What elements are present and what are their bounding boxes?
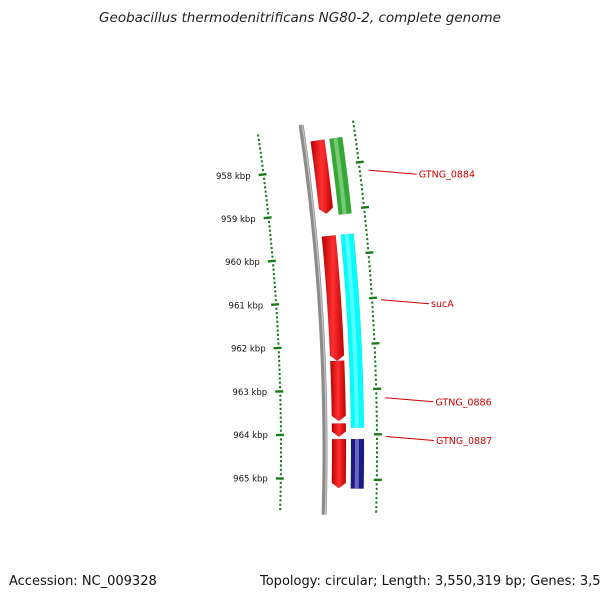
reverse-gene-arrow-7[interactable] [350, 438, 365, 489]
outer-major-tick [365, 251, 374, 255]
label-leader-line [385, 436, 435, 442]
forward-gene-arrow-2[interactable] [329, 360, 346, 422]
gene-label-1[interactable]: sucA [431, 299, 454, 310]
tick-layer: 958 kbp 959 kbp 960 kbp 961 kbp 962 kbp 963 k… [216, 120, 382, 513]
major-tick [267, 259, 276, 263]
reverse-gene-shade-7 [354, 438, 359, 489]
label-leader-line [368, 169, 417, 175]
outer-major-tick [360, 205, 370, 209]
tick-label-1: 959 kbp [221, 215, 256, 225]
gene-label-3[interactable]: GTNG_0887 [436, 436, 492, 447]
forward-gene-arrow-3[interactable] [331, 423, 347, 438]
label-leader-line [381, 299, 430, 305]
genome-summary-text: Topology: circular; Length: 3,550,319 bp… [257, 574, 600, 589]
feature-layer [310, 136, 365, 489]
major-tick [271, 303, 280, 306]
backbone-line [298, 124, 328, 515]
outer-major-tick [355, 160, 364, 164]
accession-text: Accession: NC_009328 [9, 574, 157, 589]
label-leader-line [385, 397, 434, 403]
tick-label-6: 964 kbp [233, 431, 268, 441]
backbone-highlight [301, 124, 327, 515]
forward-gene-arrow-4[interactable] [331, 438, 347, 489]
backbone-layer [298, 124, 328, 515]
reverse-gene-shade-6 [344, 234, 359, 428]
major-tick [263, 216, 272, 220]
tick-label-0: 958 kbp [216, 172, 251, 182]
outer-major-tick [368, 296, 377, 300]
tick-label-3: 961 kbp [229, 301, 264, 311]
gene-label-layer: GTNG_0884 sucA GTNG_0886 GTNG_0887 [368, 169, 492, 447]
gene-label-2[interactable]: GTNG_0886 [435, 397, 491, 408]
gene-label-0[interactable]: GTNG_0884 [419, 170, 475, 181]
map-title: Geobacillus thermodenitrificans NG80-2, … [99, 10, 501, 26]
reverse-gene-shade-5 [333, 137, 347, 215]
tick-label-2: 960 kbp [225, 258, 260, 268]
major-tick [258, 172, 267, 177]
forward-gene-arrow-1[interactable] [321, 235, 345, 362]
tick-label-7: 965 kbp [233, 474, 268, 484]
tick-label-4: 962 kbp [231, 345, 266, 355]
forward-gene-arrow-0[interactable] [310, 139, 334, 215]
tick-label-5: 963 kbp [233, 388, 268, 398]
reverse-gene-arrow-5[interactable] [329, 136, 352, 215]
reverse-gene-arrow-6[interactable] [340, 233, 365, 429]
